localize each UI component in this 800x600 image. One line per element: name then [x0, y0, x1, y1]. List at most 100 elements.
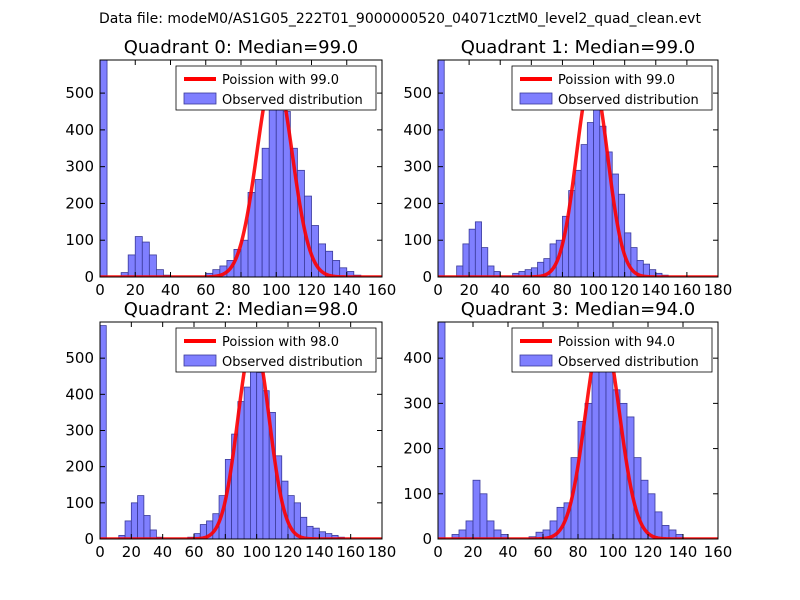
- x-tick-label: 100: [599, 543, 628, 561]
- legend-observed-swatch: [519, 92, 553, 105]
- axes-frame: [437, 59, 719, 278]
- x-tick-label: 60: [533, 543, 552, 561]
- histogram-bar: [479, 493, 488, 539]
- histogram-bar: [465, 520, 474, 539]
- x-tick-label: 20: [463, 543, 482, 561]
- histogram-bar: [124, 520, 132, 539]
- x-tick-label: 160: [673, 281, 702, 299]
- histogram-bar: [438, 322, 446, 539]
- subplot-quadrant-0: Quadrant 0: Median=99.0 0 20 40 60 80 100 120 14…: [65, 37, 396, 299]
- y-tick-label: 100: [65, 494, 94, 512]
- legend: Poission with 98.0 Observed distribution: [175, 327, 377, 373]
- legend: Poission with 99.0 Observed distribution: [175, 65, 377, 111]
- poisson-curve: [438, 72, 718, 277]
- x-tick-label: 60: [522, 281, 541, 299]
- x-tick-label: 80: [216, 543, 235, 561]
- histogram-bar: [256, 372, 264, 539]
- x-tick-label: 160: [336, 543, 365, 561]
- histogram-bar: [141, 241, 150, 277]
- histogram-bar: [586, 122, 594, 277]
- x-tick-label: 120: [274, 543, 303, 561]
- x-tick-label: 40: [498, 543, 517, 561]
- legend-observed-swatch: [519, 354, 553, 367]
- x-tick-label: 100: [262, 281, 291, 299]
- histogram-bar: [243, 386, 251, 539]
- histogram-bar: [137, 495, 145, 539]
- histogram-bar: [268, 100, 277, 277]
- y-tick-label: 200: [403, 194, 432, 212]
- legend-observed-label: Observed distribution: [558, 93, 699, 108]
- x-tick-label: 80: [553, 281, 572, 299]
- x-tick-label: 80: [231, 281, 250, 299]
- y-tick-label: 300: [403, 158, 432, 176]
- histogram-bar: [605, 353, 614, 539]
- y-tick-label: 300: [403, 394, 432, 412]
- y-tick-label: 500: [65, 349, 94, 367]
- x-tick-label: 180: [704, 281, 733, 299]
- histogram-bar: [472, 479, 481, 539]
- histogram-bar: [143, 515, 151, 539]
- legend: Poission with 99.0 Observed distribution: [511, 65, 713, 111]
- y-tick-label: 400: [65, 385, 94, 403]
- histogram-bar: [468, 228, 476, 277]
- legend-observed-swatch: [183, 92, 217, 105]
- subplot-quadrant-2: Quadrant 2: Median=98.00 20 40 60 80 100 120 14…: [65, 299, 396, 561]
- x-tick-label: 140: [305, 543, 334, 561]
- histogram-bar: [130, 502, 138, 539]
- histogram-bar: [584, 402, 593, 539]
- y-tick-label: 500: [65, 84, 94, 102]
- x-tick-label: 20: [122, 543, 141, 561]
- legend-observed-label: Observed distribution: [558, 355, 699, 370]
- histogram-bar: [254, 179, 263, 277]
- y-tick-label: 400: [65, 121, 94, 139]
- histogram-bar: [462, 243, 470, 277]
- y-tick-label: 100: [403, 231, 432, 249]
- x-tick-label: 140: [669, 543, 698, 561]
- histogram-bar: [134, 236, 143, 277]
- histogram-bar: [591, 371, 600, 539]
- legend-poisson-label: Poission with 99.0: [558, 73, 675, 88]
- y-tick-label: 500: [403, 84, 432, 102]
- histogram-bar: [574, 169, 582, 277]
- x-tick-label: 140: [641, 281, 670, 299]
- x-tick-label: 120: [610, 281, 639, 299]
- histogram-bar: [100, 60, 108, 277]
- poisson-curve: [100, 69, 382, 277]
- histogram-bar: [100, 325, 107, 539]
- subplot-quadrant-3: Quadrant 3: Median=94.0 0 20 40 60 80 100 120 14…: [403, 299, 732, 561]
- x-tick-label: 0: [95, 281, 105, 299]
- subplot-title: Quadrant 1: Median=99.0: [461, 37, 696, 58]
- x-tick-label: 160: [368, 281, 397, 299]
- y-tick-label: 0: [422, 268, 432, 286]
- x-tick-label: 120: [297, 281, 326, 299]
- y-tick-label: 400: [403, 121, 432, 139]
- histogram-bar: [332, 260, 341, 277]
- subplot-title: Quadrant 0: Median=99.0: [124, 37, 359, 58]
- histogram-bar: [481, 247, 489, 277]
- x-tick-label: 100: [579, 281, 608, 299]
- y-tick-label: 100: [403, 485, 432, 503]
- histogram-bar: [249, 357, 258, 539]
- histogram-bar: [148, 254, 157, 277]
- y-tick-label: 400: [403, 349, 432, 367]
- y-tick-label: 0: [84, 268, 94, 286]
- legend-poisson-label: Poission with 94.0: [558, 335, 675, 350]
- x-tick-label: 0: [433, 281, 443, 299]
- x-tick-label: 60: [196, 281, 215, 299]
- x-tick-label: 40: [491, 281, 510, 299]
- y-tick-label: 200: [65, 458, 94, 476]
- legend-poisson-label: Poission with 99.0: [222, 73, 339, 88]
- y-tick-label: 300: [65, 422, 94, 440]
- x-tick-label: 100: [242, 543, 271, 561]
- y-tick-label: 200: [403, 440, 432, 458]
- x-tick-label: 20: [460, 281, 479, 299]
- x-tick-label: 0: [95, 543, 105, 561]
- subplot-title: Quadrant 3: Median=94.0: [461, 299, 696, 320]
- x-tick-label: 80: [568, 543, 587, 561]
- histogram-bar: [633, 457, 642, 539]
- histogram-bar: [474, 221, 482, 277]
- histogram-bar: [275, 85, 284, 277]
- y-tick-label: 0: [422, 530, 432, 548]
- histogram-bar: [127, 254, 136, 277]
